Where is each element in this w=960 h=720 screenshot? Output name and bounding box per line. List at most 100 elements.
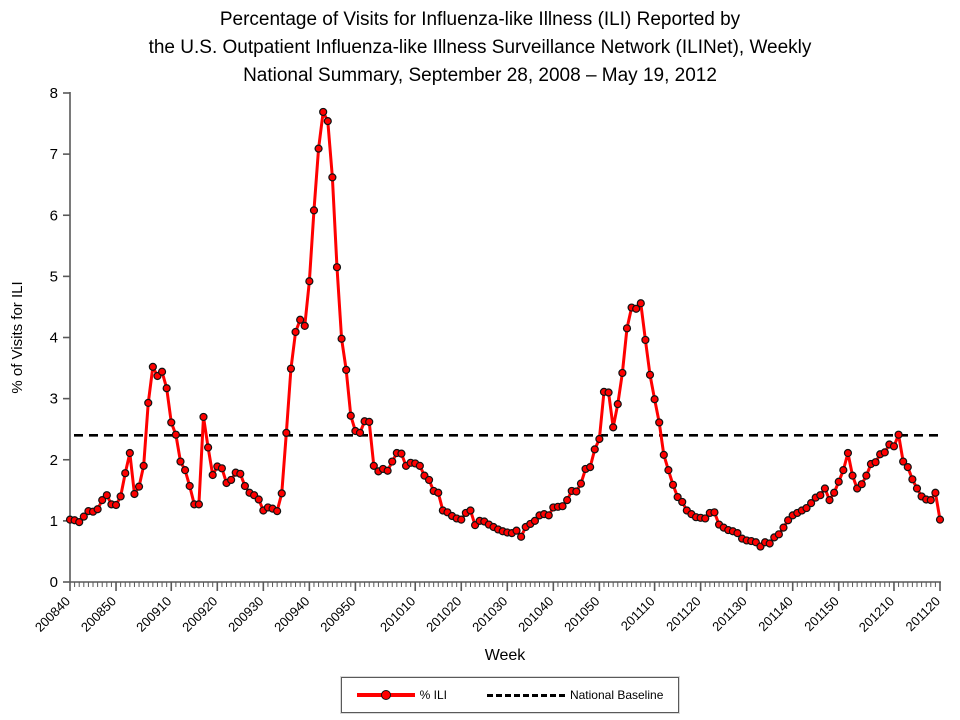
data-point [632,304,641,313]
data-point [176,457,185,466]
data-point [296,315,305,324]
x-axis-ticks: 200840 200850 200910 200920 200930 200940 2009… [32,582,943,635]
data-point [121,469,130,478]
y-axis-title: % of Visits for ILI [9,281,26,393]
data-point [825,495,834,505]
pct-ili-line [68,110,942,549]
data-point [434,488,443,497]
data-point [645,370,655,379]
data-point [332,263,342,272]
x-tick-label: 201110 [618,594,658,634]
y-axis-ticks: 0 1 2 3 4 5 6 7 8 [50,85,70,591]
data-point [148,362,157,371]
data-point [305,277,314,286]
data-point [903,462,912,472]
data-point [733,528,742,538]
x-tick-label: 200850 [78,594,119,635]
data-point [139,461,148,470]
data-point [424,475,434,485]
data-point [880,448,889,457]
data-point [613,400,622,409]
data-point [871,458,880,467]
data-point [586,462,595,472]
data-point [300,321,309,330]
y-tick-label: 4 [50,330,58,347]
data-point [167,418,176,427]
data-point [93,505,102,514]
x-axis-title: Week [485,647,527,664]
x-tick-label: 201120 [903,594,944,635]
legend-red-line-marker-icon [356,690,415,700]
data-point [144,398,153,407]
data-point [383,466,392,475]
data-point [926,495,935,505]
data-point [783,516,793,525]
data-point [604,388,613,397]
chart-title-line-2: the U.S. Outpatient Influenza-like Illne… [148,37,812,58]
data-point [816,491,825,500]
data-point [204,443,213,452]
data-point [457,515,466,524]
pct-ili-markers [65,107,945,551]
x-tick-label: 201120 [663,594,704,635]
data-point [291,327,300,337]
data-point [839,466,848,475]
data-point [622,324,632,333]
data-point [609,423,618,432]
legend-label-national-baseline: National Baseline [569,688,664,702]
data-point [319,107,328,117]
data-point [517,532,526,541]
data-point [899,457,908,466]
data-point [162,384,171,393]
data-point [894,430,903,439]
data-point [830,488,839,497]
data-point [171,430,180,439]
x-tick-label: 200950 [317,594,358,635]
data-point [673,492,682,502]
data-point [659,450,668,459]
y-tick-label: 5 [50,268,58,285]
x-tick-label: 200940 [271,594,312,635]
data-point [79,512,88,521]
x-tick-label: 201040 [515,594,556,635]
data-point [227,475,236,485]
data-point [807,499,816,508]
x-axis-minor-ticks [69,582,941,587]
data-point [208,470,217,480]
data-point [309,206,319,215]
data-point [365,417,374,426]
chart-title-line-1: Percentage of Visits for Influenza-like … [219,9,741,30]
data-point [157,367,167,376]
data-point [323,117,332,126]
chart-title-line-3: National Summary, September 28, 2008 – M… [243,65,717,86]
x-tick-label: 200920 [179,594,220,635]
chart-legend: % ILI National Baseline [341,677,679,713]
chart-title: Percentage of Visits for Influenza-like … [0,6,960,90]
legend-item-pct-ili: % ILI [356,688,447,702]
data-point [572,487,581,496]
data-point [912,484,922,493]
data-point [236,469,245,478]
data-point [314,144,323,153]
y-tick-label: 3 [50,391,58,408]
data-point [466,506,475,515]
data-point [889,442,899,451]
data-point [618,368,627,378]
data-point [102,491,111,500]
data-point [802,503,811,513]
data-point [194,500,203,509]
data-point [765,539,774,548]
data-point [857,480,866,489]
y-tick-label: 2 [50,452,58,469]
data-point [277,489,286,498]
x-tick-label: 201150 [801,594,842,635]
data-point [217,464,226,473]
x-tick-label: 201050 [561,594,602,635]
data-point [931,488,940,497]
data-point [664,466,673,475]
x-tick-label: 201010 [377,594,418,635]
data-point [650,395,659,404]
data-point [774,530,783,539]
